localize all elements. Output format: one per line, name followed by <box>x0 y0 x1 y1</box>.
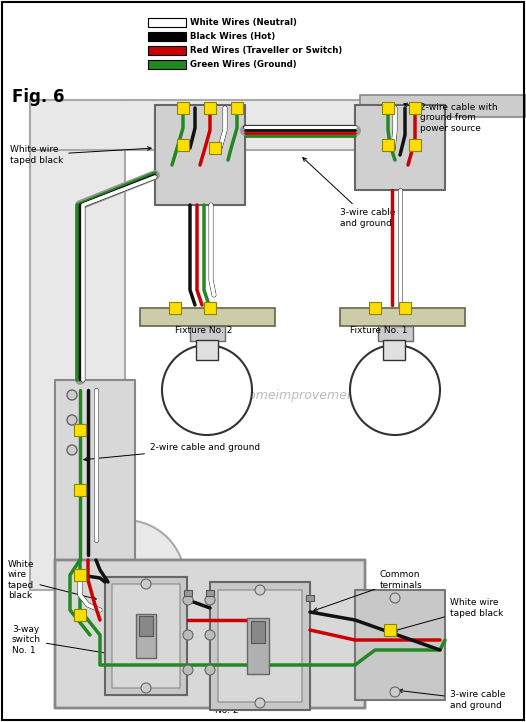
Bar <box>360 95 526 117</box>
Bar <box>148 32 186 41</box>
FancyBboxPatch shape <box>112 584 180 688</box>
Text: Black Wires (Hot): Black Wires (Hot) <box>190 32 275 41</box>
FancyBboxPatch shape <box>355 590 445 700</box>
Text: White
wire
taped
black: White wire taped black <box>8 560 96 600</box>
Circle shape <box>67 445 77 455</box>
Circle shape <box>162 345 252 435</box>
Bar <box>383 340 405 360</box>
Text: White Wires (Neutral): White Wires (Neutral) <box>190 18 297 27</box>
Text: White wire
taped black: White wire taped black <box>394 599 503 632</box>
Text: 2-wire cable and ground: 2-wire cable and ground <box>84 443 260 461</box>
Bar <box>148 18 186 27</box>
Text: 2-wire cable with
ground from
power source: 2-wire cable with ground from power sour… <box>404 103 498 133</box>
Bar <box>251 621 265 643</box>
Text: 3-way
switch
No. 1: 3-way switch No. 1 <box>12 625 144 661</box>
Circle shape <box>65 520 185 640</box>
FancyBboxPatch shape <box>155 105 245 205</box>
FancyBboxPatch shape <box>55 380 135 575</box>
FancyBboxPatch shape <box>55 560 365 708</box>
Bar <box>30 100 125 590</box>
Circle shape <box>183 595 193 605</box>
Circle shape <box>67 415 77 425</box>
Circle shape <box>390 593 400 603</box>
FancyBboxPatch shape <box>105 577 187 695</box>
Bar <box>206 590 214 596</box>
Text: 3-wire cable
and ground: 3-wire cable and ground <box>303 157 396 227</box>
Circle shape <box>141 579 151 589</box>
Bar <box>196 340 218 360</box>
Circle shape <box>255 698 265 708</box>
Circle shape <box>67 390 77 400</box>
Text: 3-wire cable
and ground: 3-wire cable and ground <box>399 689 505 710</box>
Bar <box>148 60 186 69</box>
Circle shape <box>255 585 265 595</box>
Text: Red Wires (Traveller or Switch): Red Wires (Traveller or Switch) <box>190 46 342 55</box>
Bar <box>247 618 269 674</box>
Circle shape <box>141 683 151 693</box>
FancyBboxPatch shape <box>218 590 302 702</box>
Bar <box>306 595 314 601</box>
Bar <box>140 308 275 326</box>
FancyBboxPatch shape <box>210 582 310 710</box>
Circle shape <box>205 665 215 675</box>
Bar <box>148 46 186 55</box>
Circle shape <box>205 630 215 640</box>
Text: Fixture No. 2: Fixture No. 2 <box>175 326 232 335</box>
Bar <box>139 616 153 636</box>
Bar <box>340 308 465 326</box>
Text: 3-way
switch
No. 2: 3-way switch No. 2 <box>215 680 259 715</box>
Circle shape <box>350 345 440 435</box>
Circle shape <box>205 595 215 605</box>
Bar <box>190 326 225 341</box>
Text: Green Wires (Ground): Green Wires (Ground) <box>190 60 297 69</box>
Bar <box>136 614 156 658</box>
Bar <box>378 326 413 341</box>
Text: Fixture No. 1: Fixture No. 1 <box>350 326 408 335</box>
Bar <box>184 590 192 596</box>
Circle shape <box>183 630 193 640</box>
Text: Fig. 6: Fig. 6 <box>12 88 65 106</box>
Bar <box>30 100 420 150</box>
Text: Common
terminals: Common terminals <box>313 570 423 612</box>
FancyBboxPatch shape <box>355 105 445 190</box>
Circle shape <box>390 687 400 697</box>
Text: http://www.homeimprovementweb.com/: http://www.homeimprovementweb.com/ <box>169 388 421 401</box>
Circle shape <box>183 665 193 675</box>
Text: White wire
taped black: White wire taped black <box>10 145 151 165</box>
